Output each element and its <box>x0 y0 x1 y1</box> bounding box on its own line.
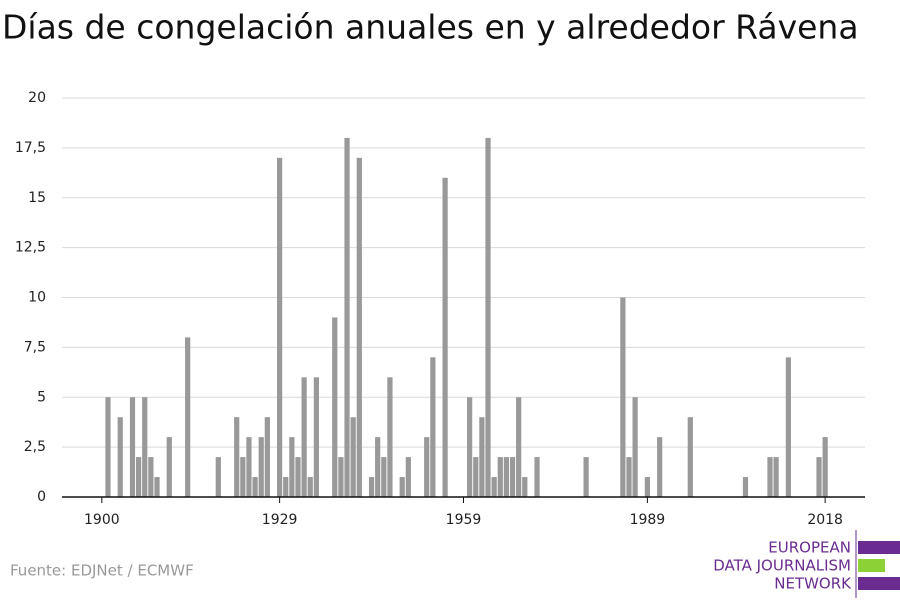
bar <box>509 457 516 497</box>
logo-text: NETWORK <box>774 575 852 593</box>
bar <box>368 477 375 497</box>
bar <box>246 437 252 497</box>
y-tick-label: 17,5 <box>15 140 46 156</box>
logo-bar <box>858 577 900 590</box>
bar <box>626 457 632 497</box>
bar <box>816 457 822 497</box>
logo-text: DATA JOURNALISM <box>713 557 851 575</box>
bar <box>375 437 381 497</box>
bar <box>307 477 313 497</box>
bar <box>289 437 295 497</box>
bar <box>497 457 503 497</box>
bar <box>534 457 540 497</box>
bar <box>295 457 301 497</box>
y-tick-label: 5 <box>37 389 46 405</box>
logo-bar <box>858 541 900 554</box>
bar <box>264 417 270 497</box>
bar <box>136 457 142 497</box>
bar <box>405 457 411 497</box>
bar <box>356 157 362 497</box>
bar <box>822 437 828 497</box>
bar <box>258 437 264 497</box>
y-tick-label: 12,5 <box>15 240 46 256</box>
bar <box>632 397 638 497</box>
bar <box>442 177 448 498</box>
bar <box>522 477 528 497</box>
bar <box>583 457 589 497</box>
bar <box>185 337 191 497</box>
x-tick-label: 1900 <box>84 512 120 528</box>
bar <box>344 137 350 497</box>
bar <box>473 457 479 497</box>
logo-bar <box>858 559 885 572</box>
bar <box>479 417 485 497</box>
bar <box>313 377 319 497</box>
bar <box>332 317 338 497</box>
bar <box>767 457 773 497</box>
y-tick-label: 20 <box>28 90 46 106</box>
x-tick-label: 2018 <box>807 512 843 528</box>
bar <box>105 397 111 497</box>
bar <box>277 157 283 497</box>
bar <box>387 377 393 497</box>
y-tick-label: 2,5 <box>24 439 46 455</box>
y-tick-label: 15 <box>28 190 46 206</box>
bar <box>117 417 123 497</box>
bar <box>467 397 473 497</box>
chart-title: Días de congelación anuales en y alreded… <box>2 8 859 47</box>
bar <box>129 397 136 497</box>
source: Fuente: EDJNet / ECMWF <box>10 562 194 580</box>
bar <box>166 437 172 497</box>
bar <box>234 417 240 497</box>
bar <box>430 357 436 497</box>
bar <box>485 137 491 497</box>
bar <box>503 457 510 497</box>
y-tick-label: 7,5 <box>24 339 46 355</box>
logo-text: EUROPEAN <box>768 539 851 557</box>
bar <box>516 397 522 497</box>
bar <box>399 477 405 497</box>
bar <box>283 477 289 497</box>
bar <box>620 297 626 497</box>
y-tick-label: 0 <box>37 489 46 505</box>
bar <box>142 397 148 497</box>
bar <box>657 437 663 497</box>
bar <box>491 477 497 497</box>
x-tick-label: 1959 <box>446 512 482 528</box>
bar <box>773 457 779 497</box>
bar <box>240 457 246 497</box>
bar <box>350 417 356 497</box>
bar <box>742 477 749 497</box>
bar <box>644 477 650 497</box>
x-tick-label: 1989 <box>630 512 666 528</box>
bar <box>252 477 258 497</box>
bar <box>338 457 344 497</box>
bar <box>301 377 307 497</box>
bar <box>215 457 221 497</box>
bar <box>381 457 387 497</box>
bar <box>785 357 791 497</box>
y-tick-label: 10 <box>28 290 46 306</box>
bar <box>424 437 430 497</box>
x-tick-label: 1929 <box>262 512 298 528</box>
bar <box>687 417 693 497</box>
bar <box>148 457 154 497</box>
bar <box>154 477 160 497</box>
